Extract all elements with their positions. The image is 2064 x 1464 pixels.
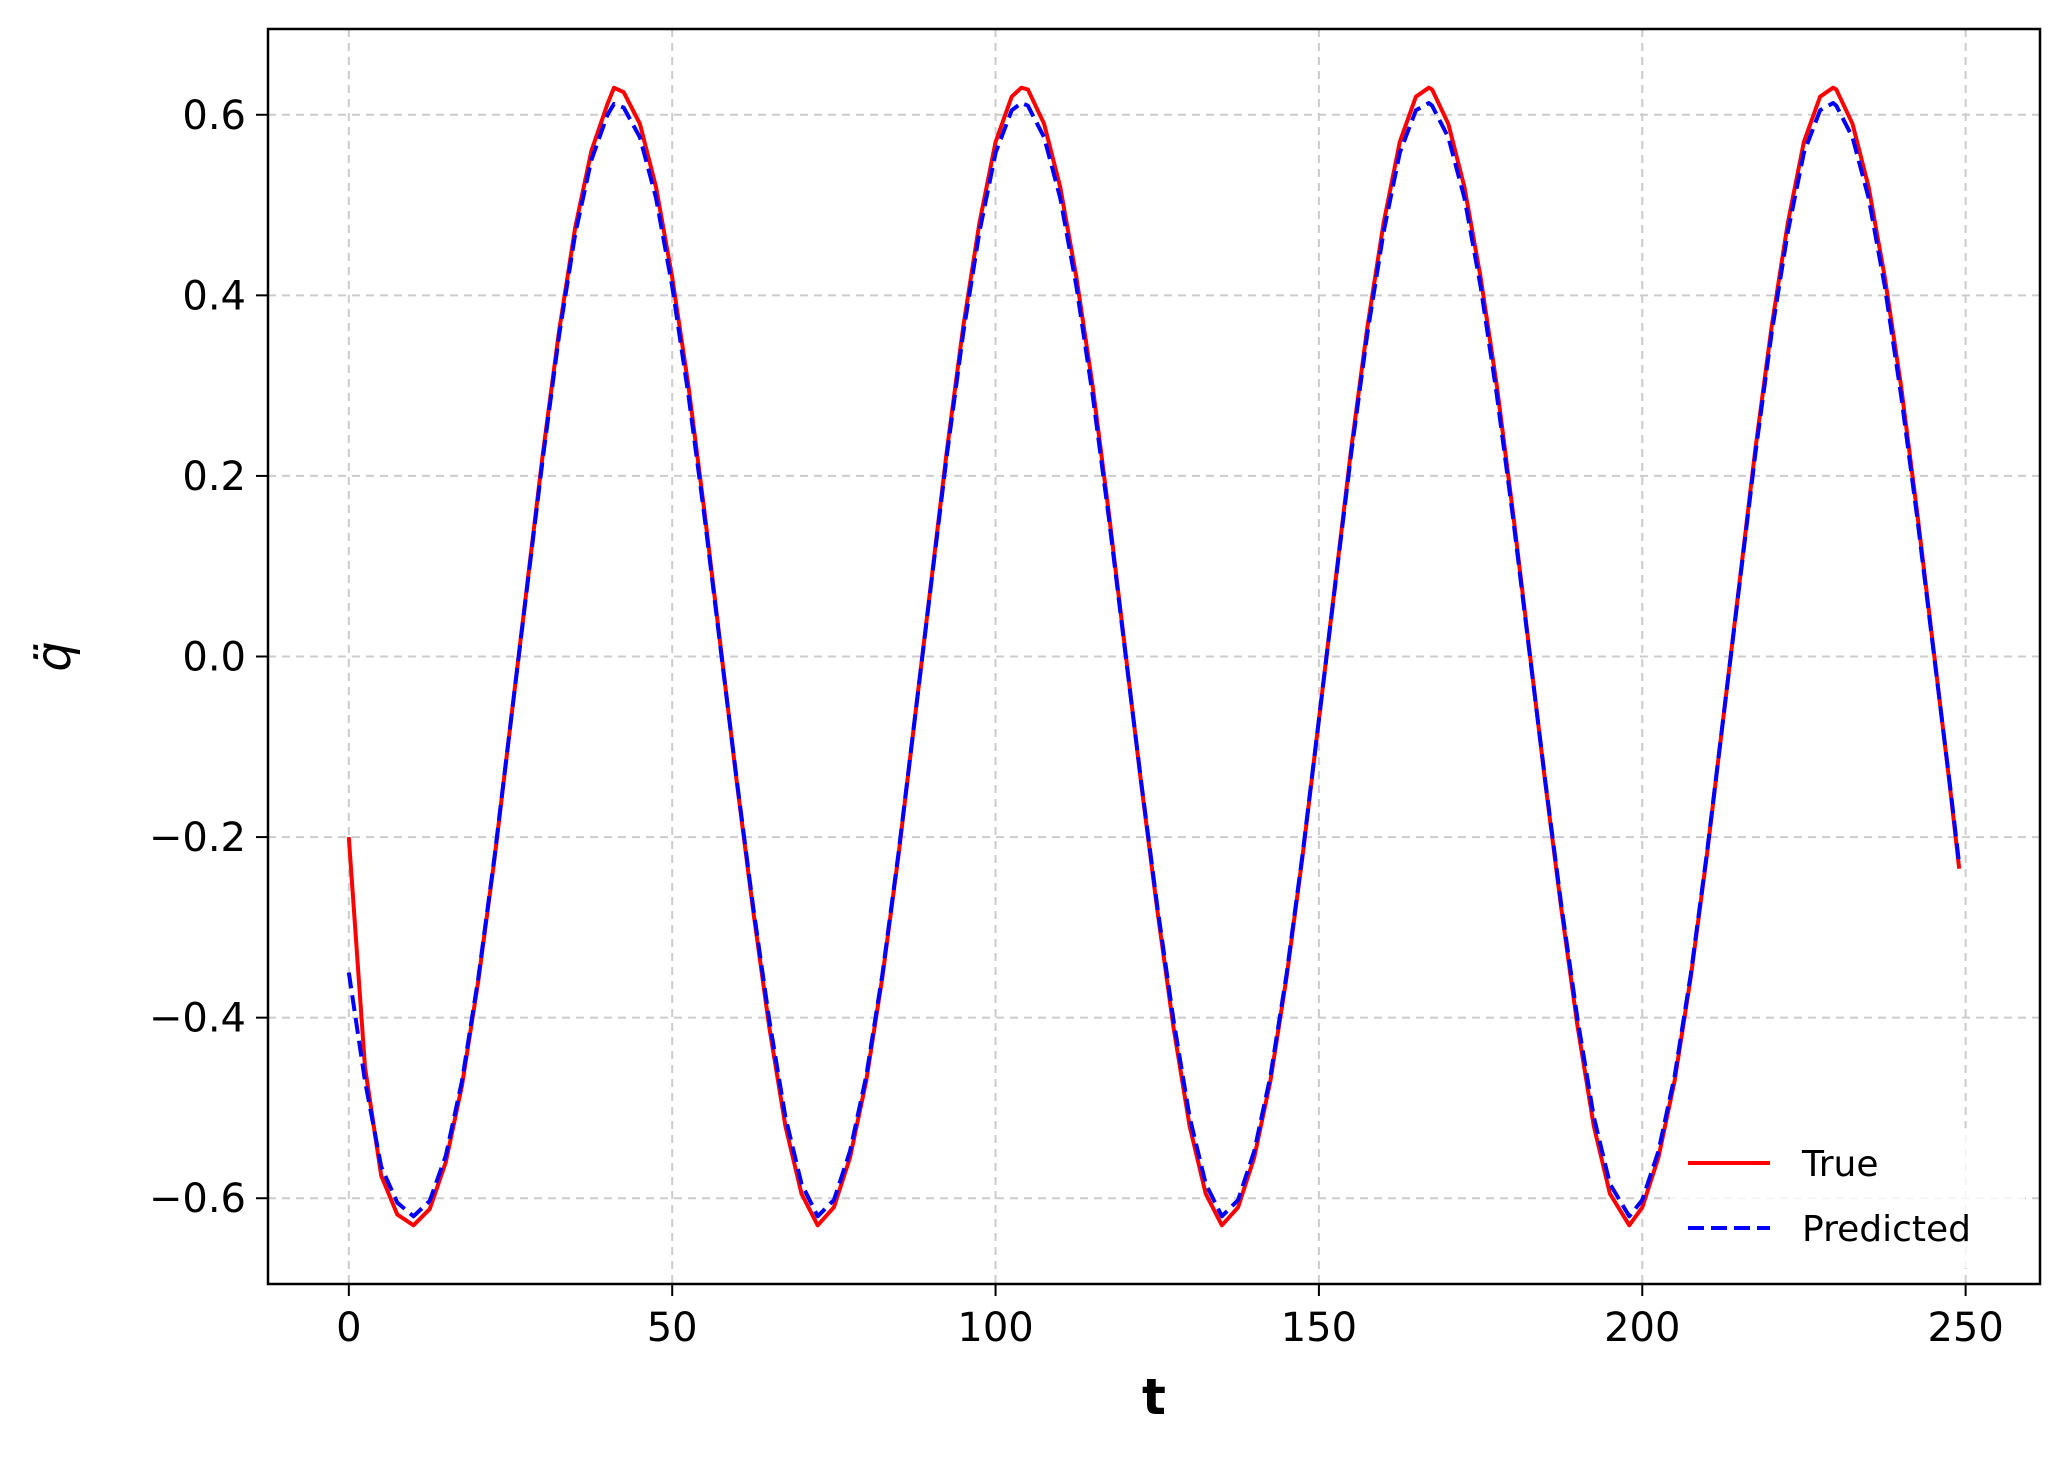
legend-label-true: True [1801,1144,1878,1185]
legend: True Predicted [1670,1128,2025,1268]
y-tick-label: 0.4 [182,273,246,319]
x-tick-label: 50 [647,1305,698,1351]
x-tick-label: 250 [1927,1305,2003,1351]
y-tick-label: −0.4 [149,996,246,1042]
y-tick-label: −0.2 [149,815,246,861]
series-lines [346,85,1962,1228]
y-tick-label: −0.6 [149,1176,246,1222]
y-tick-label: 0.0 [182,635,246,681]
x-tick-label: 150 [1281,1305,1357,1351]
y-axis-label: q̈ [26,641,82,671]
x-axis-label: t [1142,1368,1166,1426]
grid [268,29,2040,1284]
legend-box [1670,1128,2025,1268]
x-tick-label: 200 [1604,1305,1680,1351]
y-tick-label: 0.2 [182,454,246,500]
axis-ticks: 0 50 100 150 200 250 −0.6 −0.4 −0.2 0.0 0.2 0.4 0.6 [149,93,2004,1351]
series-line-predicted [346,101,1962,1219]
y-tick-label: 0.6 [182,93,246,139]
x-tick-label: 100 [957,1305,1033,1351]
x-tick-label: 0 [336,1305,361,1351]
legend-label-predicted: Predicted [1802,1209,1971,1250]
